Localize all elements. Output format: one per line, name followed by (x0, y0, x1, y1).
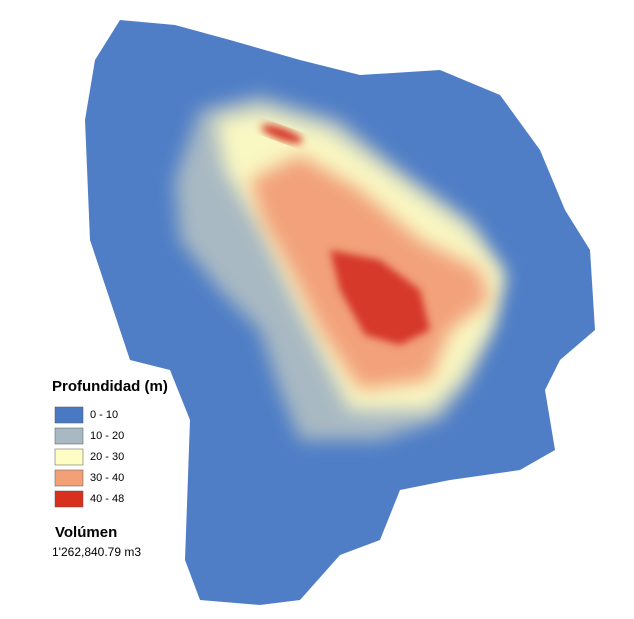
legend-swatch (54, 427, 84, 445)
legend-swatch (54, 448, 84, 466)
legend-swatch (54, 490, 84, 508)
legend-label: 40 - 48 (90, 493, 124, 505)
depth-zone-40-48 (330, 250, 430, 345)
legend-label: 30 - 40 (90, 472, 124, 484)
depth-surface (85, 20, 595, 605)
legend-label: 0 - 10 (90, 409, 118, 421)
legend-label: 20 - 30 (90, 451, 124, 463)
legend-label: 10 - 20 (90, 430, 124, 442)
volume-title: Volúmen (55, 524, 117, 541)
legend-title: Profundidad (m) (52, 378, 168, 395)
legend: 0 - 10 10 - 20 20 - 30 30 - 40 40 - 48 (54, 406, 124, 508)
depth-zone-40-48 (261, 124, 303, 144)
volume-value: 1'262,840.79 m3 (52, 545, 141, 559)
legend-swatch (54, 469, 84, 487)
legend-swatch (54, 406, 84, 424)
